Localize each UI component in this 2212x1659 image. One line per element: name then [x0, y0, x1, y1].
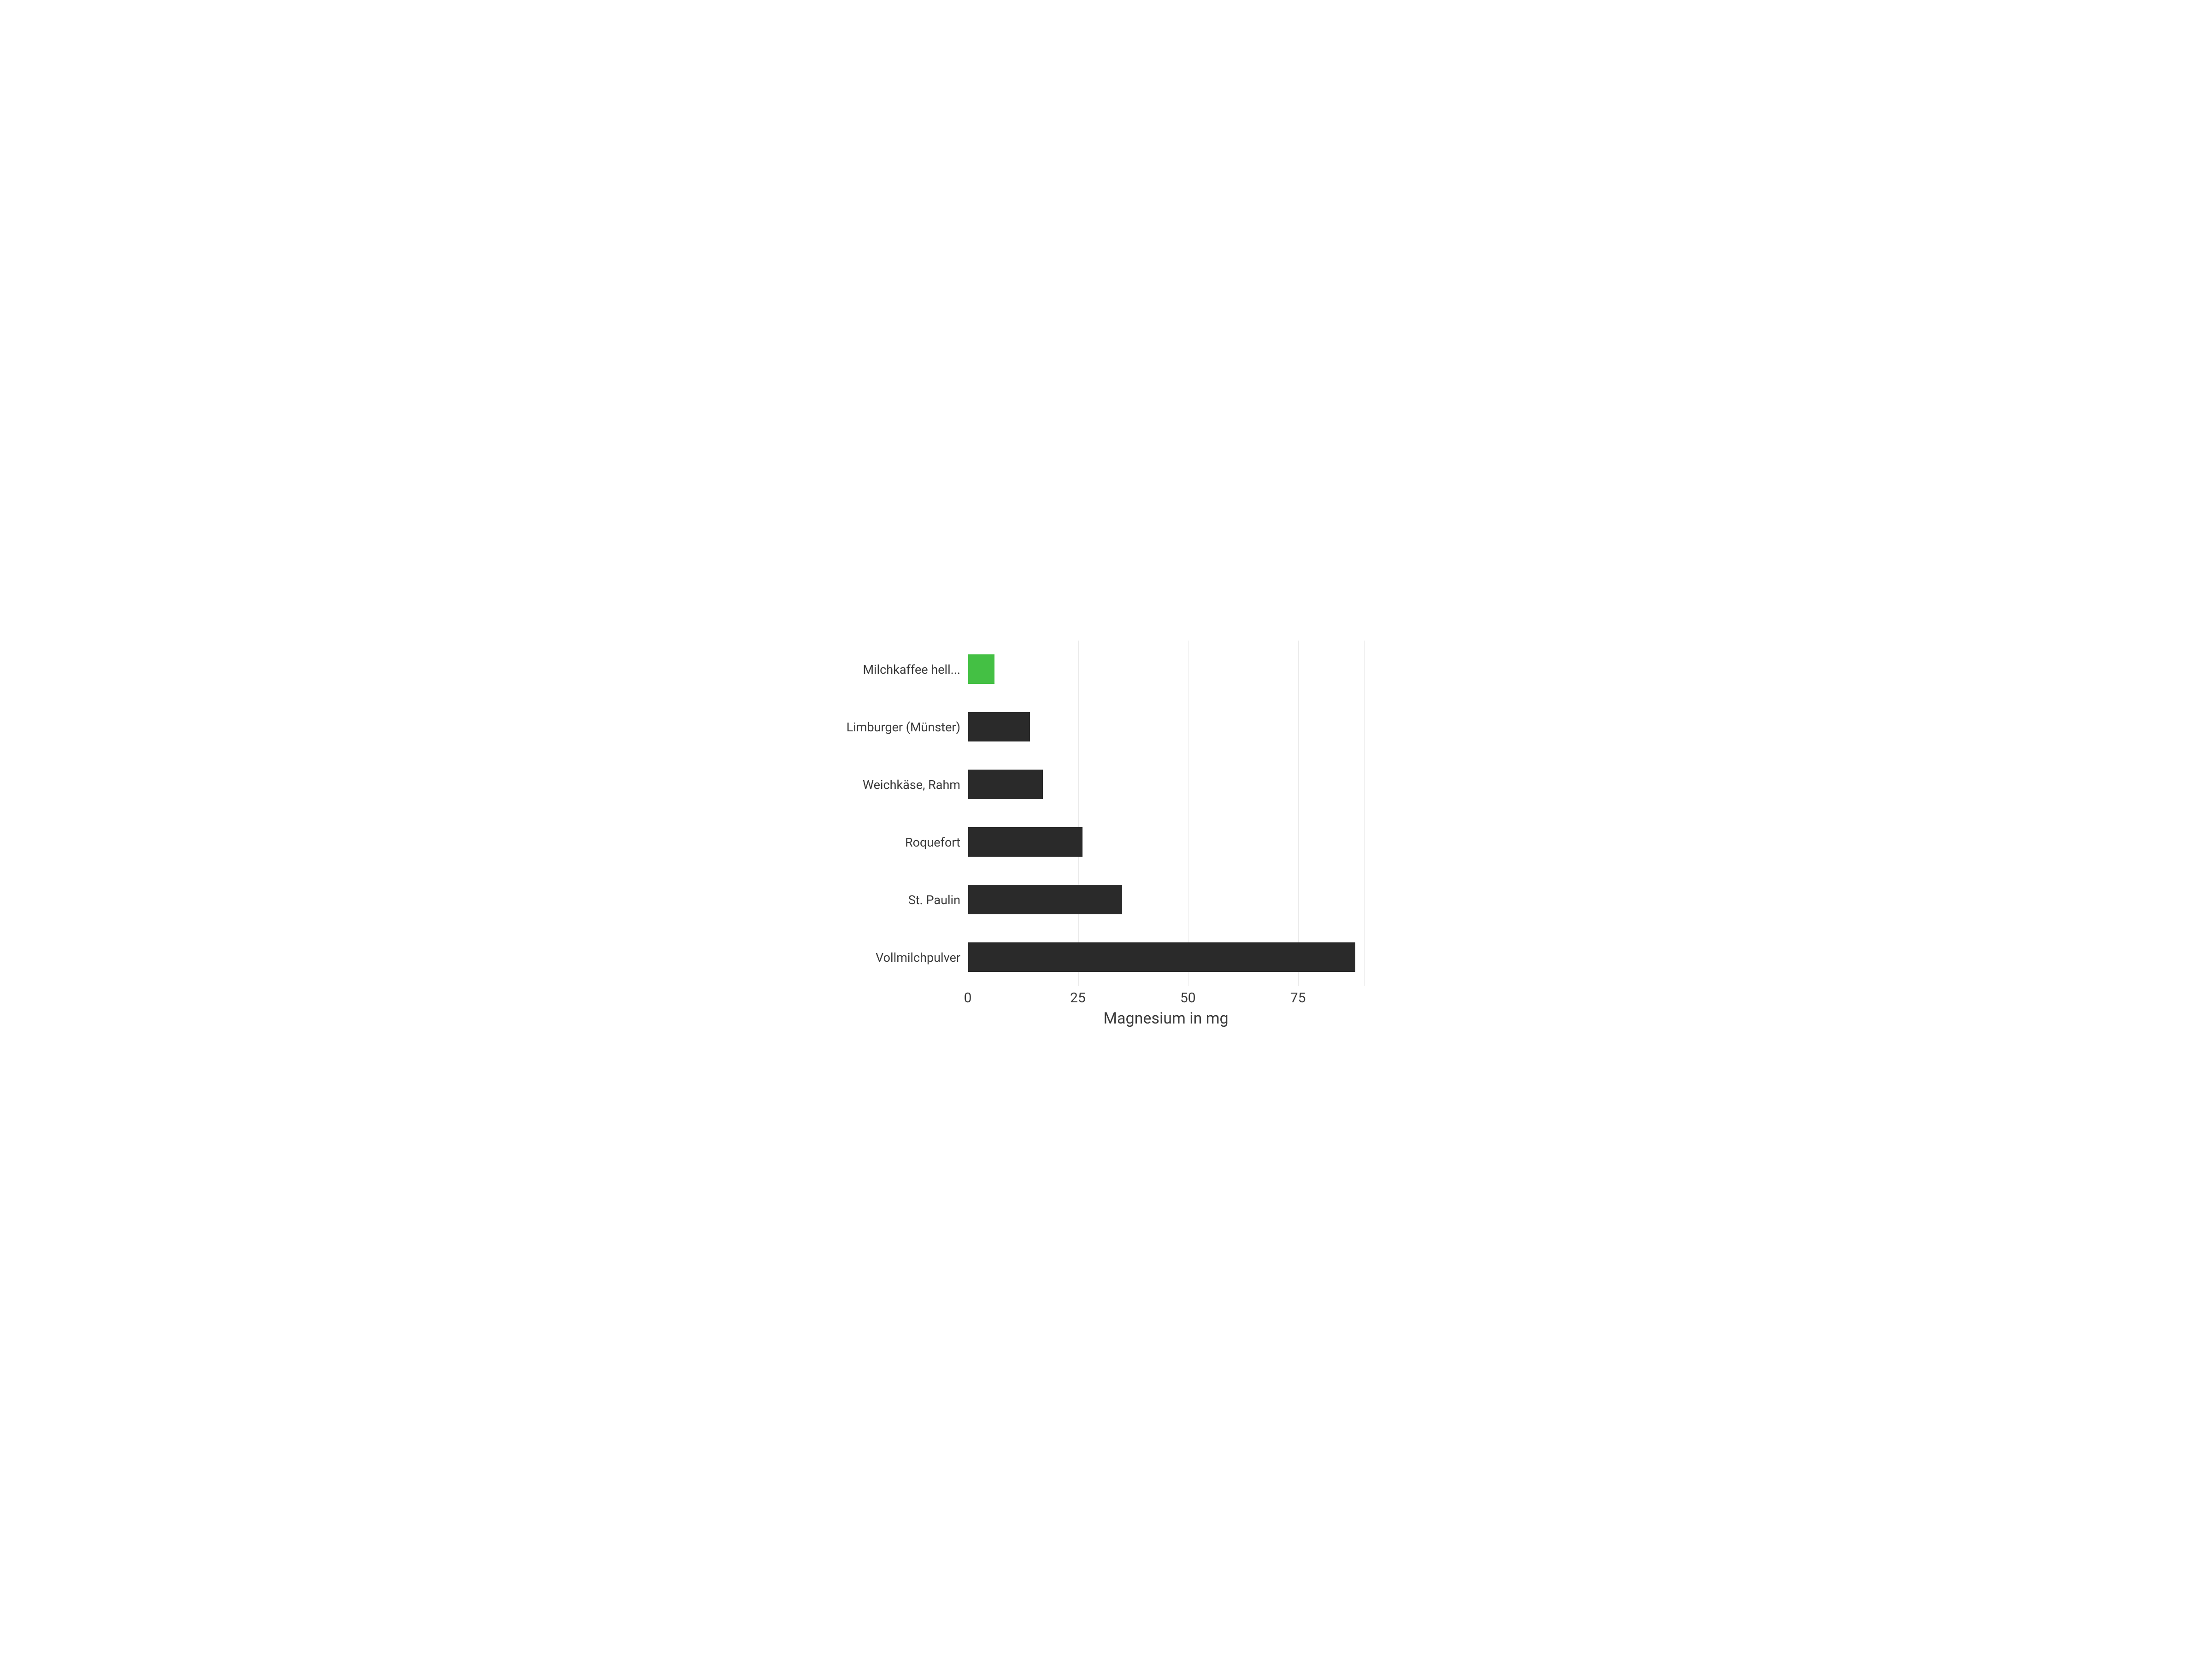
- x-tick-label: 0: [964, 990, 972, 1006]
- x-tick-label: 75: [1290, 990, 1306, 1006]
- bar: [968, 885, 1122, 914]
- bar: [968, 770, 1043, 799]
- plot-area: [968, 641, 1364, 986]
- bar: [968, 654, 994, 684]
- y-axis-labels: Milchkaffee hell... Limburger (Münster) We…: [839, 641, 968, 986]
- bar: [968, 712, 1030, 741]
- x-tick-label: 25: [1070, 990, 1086, 1006]
- gridline: [1364, 641, 1365, 986]
- x-axis-spacer: [839, 986, 968, 1028]
- y-axis-label: St. Paulin: [839, 893, 960, 907]
- x-axis-title: Magnesium in mg: [1103, 1009, 1228, 1028]
- chart-container: Milchkaffee hell... Limburger (Münster) We…: [830, 622, 1382, 1037]
- y-axis-label: Milchkaffee hell...: [839, 662, 960, 677]
- plot-row: Milchkaffee hell... Limburger (Münster) We…: [839, 641, 1364, 986]
- bar: [968, 942, 1355, 972]
- x-axis-row: Magnesium in mg 0 25 50 75: [839, 986, 1364, 1028]
- y-axis-label: Roquefort: [839, 835, 960, 850]
- x-axis: Magnesium in mg 0255075: [968, 986, 1364, 1028]
- x-tick-label: 50: [1180, 990, 1196, 1006]
- bar: [968, 827, 1082, 857]
- y-axis-label: Vollmilchpulver: [839, 950, 960, 965]
- y-axis-label: Limburger (Münster): [839, 720, 960, 735]
- magnesium-bar-chart: Milchkaffee hell... Limburger (Münster) We…: [839, 641, 1364, 1028]
- y-axis-label: Weichkäse, Rahm: [839, 777, 960, 792]
- bars-group: [968, 641, 1364, 986]
